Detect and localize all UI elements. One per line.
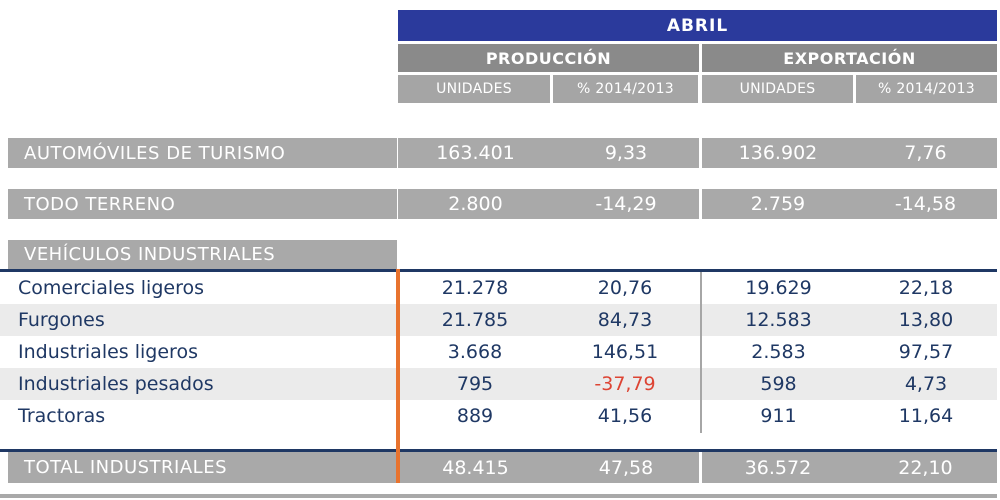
cell-value: 19.629 [745, 277, 812, 299]
row-label: Furgones [18, 309, 105, 331]
month-header-band: ABRIL [398, 10, 997, 41]
row-total-exportacion: 36.572 22,10 [702, 452, 997, 483]
cell-value: 9,33 [604, 142, 648, 164]
table-bottom-rule [0, 494, 997, 498]
cell-value: 911 [760, 405, 797, 427]
cell-value: 7,76 [904, 142, 947, 164]
column-header-prod-pct: % 2014/2013 [553, 75, 698, 103]
cell-value: 3.668 [447, 341, 503, 363]
group-label: PRODUCCIÓN [485, 48, 612, 68]
total-top-rule [0, 449, 997, 452]
column-header-prod-unidades: UNIDADES [398, 75, 550, 103]
table-row: Comerciales ligeros 21.278 20,76 19.629 … [0, 272, 997, 304]
row-todo-terreno-produccion: 2.800 -14,29 [398, 189, 699, 219]
cell-value: 163.401 [436, 142, 515, 164]
cell-value: 2.583 [751, 341, 806, 363]
cell-value: 36.572 [744, 456, 812, 479]
section-header-vehiculos-industriales: VEHÍCULOS INDUSTRIALES [8, 240, 397, 269]
cell-value: 146,51 [591, 341, 659, 363]
row-label: Industriales pesados [18, 373, 214, 395]
row-todo-terreno-exportacion: 2.759 -14,58 [702, 189, 997, 219]
column-label: % 2014/2013 [877, 81, 976, 97]
cell-value: 11,64 [898, 405, 954, 427]
group-divider-rule [700, 272, 702, 433]
cell-value: 12.583 [745, 309, 812, 331]
table-row: Tractoras 889 41,56 911 11,64 [0, 400, 997, 432]
column-label: UNIDADES [436, 81, 512, 97]
cell-value: 47,58 [598, 456, 654, 479]
table-row: Furgones 21.785 84,73 12.583 13,80 [0, 304, 997, 336]
cell-value: 795 [456, 373, 494, 395]
cell-value: 84,73 [597, 309, 653, 331]
column-label: % 2014/2013 [576, 81, 675, 97]
cell-value: 598 [760, 373, 797, 395]
row-label-total-industriales: TOTAL INDUSTRIALES [8, 452, 397, 483]
cell-value: 20,76 [597, 277, 653, 299]
cell-value: -14,29 [595, 193, 657, 215]
section-top-rule [0, 269, 997, 272]
row-total-produccion: 48.415 47,58 [398, 452, 699, 483]
group-label: EXPORTACIÓN [783, 48, 916, 68]
cell-value: 4,73 [904, 373, 948, 395]
row-label: Comerciales ligeros [18, 277, 204, 299]
group-header-exportacion: EXPORTACIÓN [702, 44, 997, 72]
cell-value: -14,58 [894, 193, 957, 215]
cell-value: 41,56 [597, 405, 653, 427]
cell-value: 136.902 [738, 142, 818, 164]
row-label-turismo: AUTOMÓVILES DE TURISMO [8, 138, 397, 168]
column-label: UNIDADES [739, 81, 816, 97]
row-label: Tractoras [18, 405, 106, 427]
row-turismo-exportacion: 136.902 7,76 [702, 138, 997, 168]
table-row: Industriales ligeros 3.668 146,51 2.583 … [0, 336, 997, 368]
cell-value: 22,18 [898, 277, 954, 299]
month-title: ABRIL [666, 15, 729, 36]
cell-value: 48.415 [442, 456, 509, 479]
cell-value: 2.759 [750, 193, 806, 215]
row-label-todo-terreno: TODO TERRENO [8, 189, 397, 219]
row-turismo-produccion: 163.401 9,33 [398, 138, 699, 168]
column-header-exp-unidades: UNIDADES [702, 75, 853, 103]
cell-value: 22,10 [898, 456, 953, 479]
orange-vertical-rule [396, 269, 400, 483]
column-header-exp-pct: % 2014/2013 [856, 75, 997, 103]
cell-value: 97,57 [898, 341, 954, 363]
cell-value: 13,80 [898, 309, 954, 331]
cell-value: -37,79 [594, 373, 656, 395]
group-header-produccion: PRODUCCIÓN [398, 44, 699, 72]
cell-value: 889 [456, 405, 494, 427]
row-label: Industriales ligeros [18, 341, 198, 363]
table-row: Industriales pesados 795 -37,79 598 4,73 [0, 368, 997, 400]
cell-value: 21.278 [441, 277, 509, 299]
cell-value: 21.785 [441, 309, 509, 331]
cell-value: 2.800 [448, 193, 503, 215]
